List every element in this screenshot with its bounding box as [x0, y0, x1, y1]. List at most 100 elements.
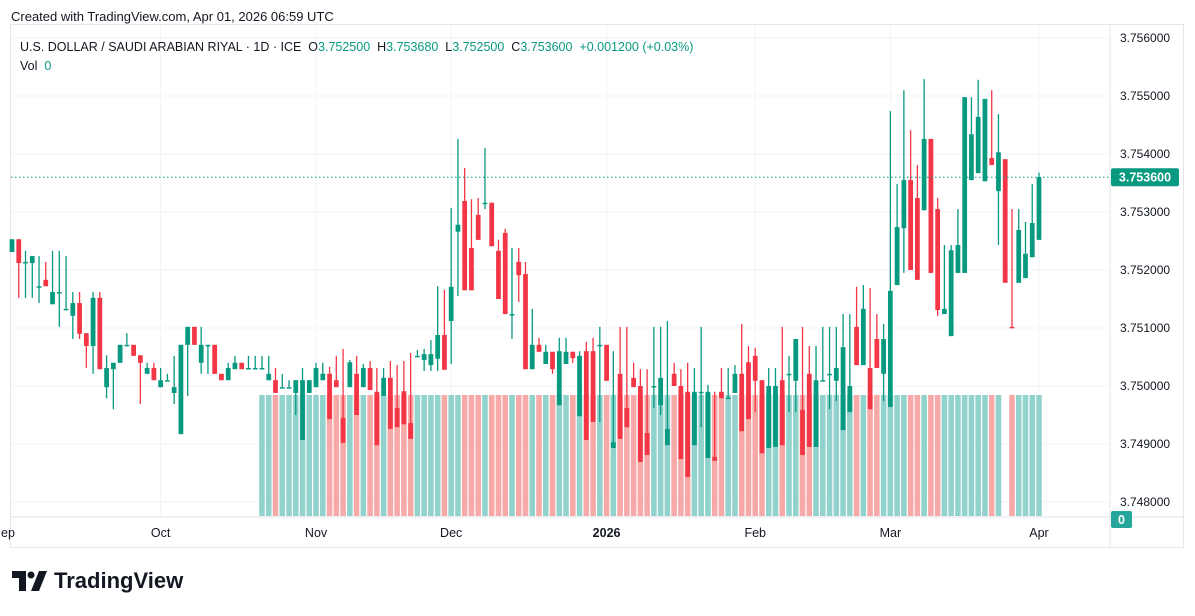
candle-body [543, 351, 549, 364]
candle-body [340, 417, 346, 443]
volume-bar [522, 395, 529, 516]
candle [171, 355, 177, 404]
candle [36, 256, 42, 304]
candle [651, 326, 657, 409]
candle-body [617, 373, 623, 439]
candle [340, 348, 346, 443]
candle [360, 363, 366, 388]
tradingview-logo[interactable]: TradingView [12, 568, 183, 594]
candle [833, 326, 839, 402]
candle-body [637, 386, 643, 462]
candle-body [327, 373, 332, 420]
candle [739, 323, 745, 432]
volume-bar [718, 395, 725, 516]
candle [205, 344, 211, 374]
candle [698, 326, 704, 428]
candle-body [43, 279, 49, 287]
candle [516, 247, 522, 302]
candle [273, 368, 278, 393]
candle [928, 138, 934, 273]
candle-body [948, 250, 954, 337]
volume-bar [583, 395, 590, 516]
volume-bar [759, 395, 765, 516]
volume-bar [259, 395, 265, 516]
volume-bar [1009, 395, 1015, 516]
candle [887, 111, 893, 407]
volume-bars [259, 395, 1042, 516]
candle [252, 355, 258, 370]
candle-body [665, 428, 670, 446]
x-tick-label: 2026 [593, 526, 621, 540]
candle-body [63, 308, 69, 311]
volume-bar [867, 395, 873, 516]
candle [793, 339, 799, 413]
y-tick-label: 3.752000 [1120, 263, 1170, 277]
candle-body [624, 408, 630, 428]
open-label: O [308, 40, 319, 54]
candle-body [97, 297, 103, 370]
candle-body [800, 409, 805, 456]
candle-body [428, 354, 434, 366]
candle-body [401, 391, 407, 425]
close-value: 3.753600 [520, 40, 573, 54]
candle [820, 326, 826, 382]
high-label: H [377, 40, 387, 54]
volume-bar [887, 395, 894, 516]
volume-bar [826, 395, 833, 516]
volume-bar [840, 395, 846, 516]
candle [996, 113, 1001, 246]
candle-body [583, 351, 589, 440]
x-tick-label: Dec [440, 526, 462, 540]
candle [975, 79, 981, 174]
candle [867, 287, 873, 410]
candle-body [1002, 159, 1008, 283]
candle-body [165, 380, 170, 382]
candle [29, 256, 35, 298]
candle-body [374, 391, 380, 446]
candle [563, 337, 569, 364]
candle [1036, 172, 1042, 240]
candle [854, 286, 859, 366]
candle-body [766, 386, 772, 449]
candle [942, 245, 947, 315]
candle-body [935, 209, 941, 311]
x-tick-label: ep [1, 526, 15, 540]
candle [874, 314, 880, 369]
candle-body [570, 351, 576, 359]
candle-body [874, 339, 880, 369]
candle-body [590, 351, 596, 422]
candle-body [482, 202, 488, 205]
candle [306, 380, 312, 393]
candle [16, 239, 22, 298]
candle [935, 198, 941, 316]
candle [320, 362, 326, 381]
candle [347, 359, 353, 388]
candle [556, 337, 562, 406]
candle [665, 321, 670, 446]
candle [678, 369, 684, 460]
candle-body [320, 373, 326, 381]
volume-bar [968, 395, 975, 516]
volume-bar [833, 395, 840, 516]
candle-body [759, 380, 765, 454]
candle [259, 355, 265, 370]
candle-body [421, 354, 427, 360]
candle [840, 314, 846, 431]
volume-bar [340, 395, 346, 516]
candle-body [516, 261, 522, 276]
candle [144, 362, 150, 374]
volume-bar [536, 395, 542, 516]
volume-bar [738, 395, 745, 516]
candle [746, 345, 751, 420]
candle-body [692, 391, 697, 446]
symbol-name[interactable]: U.S. DOLLAR / SAUDI ARABIAN RIYAL · 1D ·… [20, 40, 302, 54]
candle [590, 337, 596, 422]
volume-bar [590, 395, 596, 516]
candle-body [921, 138, 927, 211]
volume-bar [786, 395, 792, 516]
candle [921, 79, 927, 211]
y-tick-label: 3.754000 [1120, 147, 1170, 161]
candle [509, 247, 515, 340]
volume-bar [542, 395, 549, 516]
